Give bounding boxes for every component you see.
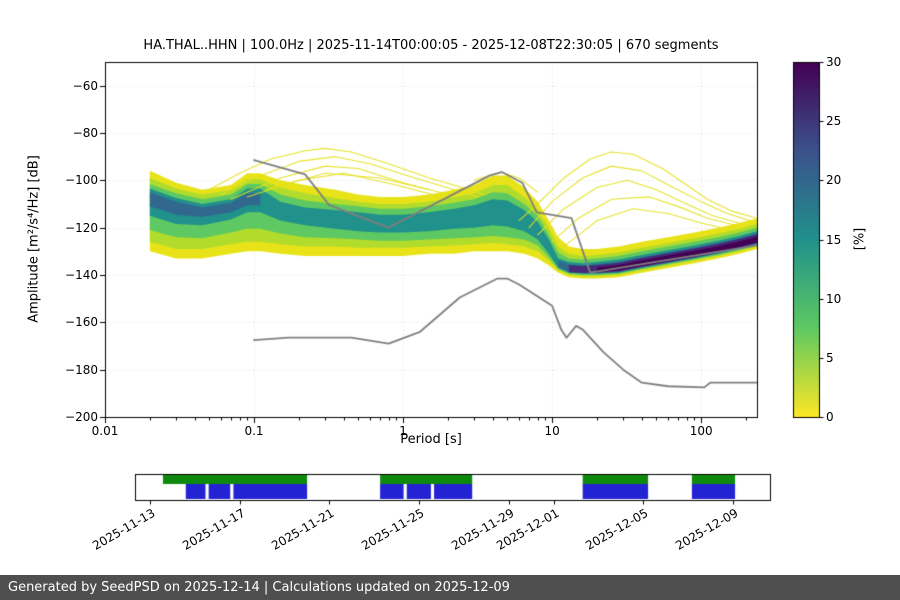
x-tick-label: 0.01 [91,424,119,438]
colorbar-tick-label: 10 [826,291,842,306]
y-tick-label: −140 [65,268,98,282]
colorbar-tick-label: 25 [826,114,842,129]
x-tick-label: 0.1 [244,424,264,438]
y-tick-label: −120 [65,220,98,235]
status-bar: Generated by SeedPSD on 2025-12-14 | Cal… [0,575,900,600]
x-tick-label: 100 [689,424,713,438]
y-tick-label: −180 [65,362,98,377]
x-axis-label: Period [s] [400,432,462,447]
colorbar-tick-label: 0 [826,410,834,424]
colorbar-tick-label: 5 [826,350,834,365]
x-tick-label: 10 [544,424,560,438]
y-tick-label: −80 [72,126,98,140]
ppsd-chart-canvas [0,0,900,575]
y-tick-label: −60 [72,78,98,93]
colorbar-unit-label: [%] [852,227,868,251]
colorbar-tick-label: 20 [826,173,842,188]
y-tick-label: −200 [65,410,98,424]
status-text: Generated by SeedPSD on 2025-12-14 | Cal… [8,580,510,595]
colorbar-tick-label: 30 [826,55,842,69]
x-tick-label: 1 [399,424,407,438]
y-tick-label: −100 [65,173,98,188]
chart-title: HA.THAL..HHN | 100.0Hz | 2025-11-14T00:0… [143,38,719,53]
colorbar-tick-label: 15 [826,232,842,247]
y-tick-label: −160 [65,315,98,330]
y-axis-label: Amplitude [m²/s⁴/Hz] [dB] [26,155,42,323]
